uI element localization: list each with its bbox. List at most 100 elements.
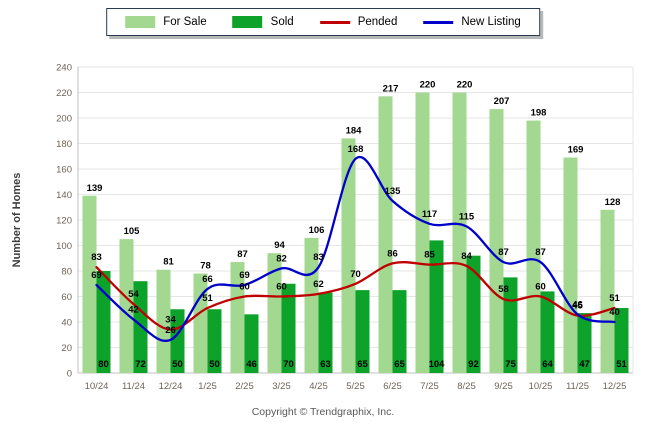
x-tick-label: 7/25 [420, 381, 439, 392]
sold-value-label: 50 [209, 359, 220, 370]
sold-value-label: 65 [394, 359, 405, 370]
y-axis-title: Number of Homes [11, 173, 23, 268]
bar-for-sale [489, 109, 504, 373]
pended-line-swatch-icon [319, 20, 350, 24]
bar-sold [466, 255, 481, 373]
pended-value-label: 34 [165, 315, 176, 326]
bar-for-sale [230, 262, 245, 373]
bar-for-sale [341, 138, 356, 373]
for-sale-value-label: 94 [274, 240, 285, 251]
new-listing-value-label: 69 [91, 270, 102, 281]
for-sale-value-label: 220 [420, 80, 436, 91]
x-tick-label: 12/25 [603, 381, 627, 392]
y-tick-label: 0 [67, 369, 72, 380]
bar-sold [318, 292, 333, 373]
new-listing-value-label: 168 [348, 144, 364, 155]
legend-label-new-listing: New Listing [461, 16, 521, 28]
bar-sold [614, 307, 629, 373]
chart-legend: For Sale Sold Pended New Listing [106, 8, 540, 36]
y-tick-label: 60 [61, 292, 72, 303]
y-tick-label: 240 [56, 63, 72, 74]
y-tick-label: 220 [56, 88, 72, 99]
copyright-text: Copyright © Trendgraphix, Inc. [251, 406, 395, 418]
bar-sold [540, 291, 555, 373]
for-sale-value-label: 106 [309, 225, 325, 236]
bar-sold [429, 240, 444, 373]
bar-for-sale [267, 253, 282, 373]
pended-value-label: 51 [609, 293, 620, 304]
x-tick-label: 1/25 [198, 381, 217, 392]
y-tick-label: 40 [61, 318, 72, 329]
legend-label-sold: Sold [270, 16, 294, 28]
x-tick-label: 2/25 [235, 381, 254, 392]
y-tick-label: 20 [61, 343, 72, 354]
new-listing-line-swatch-icon [423, 20, 454, 24]
sold-value-label: 104 [429, 359, 446, 370]
pended-value-label: 54 [128, 289, 139, 300]
sold-value-label: 63 [320, 359, 331, 370]
bar-for-sale [563, 157, 578, 373]
for-sale-swatch-icon [125, 16, 156, 28]
new-listing-value-label: 46 [572, 299, 583, 310]
x-tick-label: 11/25 [566, 381, 589, 392]
new-listing-value-label: 69 [239, 270, 250, 281]
y-tick-label: 160 [56, 165, 72, 176]
new-listing-value-label: 135 [385, 186, 402, 197]
legend-item-pended: Pended [319, 16, 397, 28]
for-sale-value-label: 128 [605, 197, 621, 208]
bar-sold [281, 283, 296, 373]
sold-value-label: 75 [505, 359, 516, 370]
pended-value-label: 62 [313, 279, 324, 290]
x-tick-label: 11/24 [122, 381, 145, 392]
pended-value-label: 60 [239, 282, 250, 293]
y-tick-label: 80 [61, 267, 72, 278]
x-tick-label: 10/25 [529, 381, 553, 392]
sold-value-label: 92 [468, 359, 479, 370]
pended-value-label: 58 [498, 284, 509, 295]
new-listing-value-label: 26 [165, 325, 176, 336]
pended-value-label: 70 [350, 269, 361, 280]
bar-sold [244, 314, 259, 373]
y-tick-label: 180 [56, 139, 72, 150]
bar-sold [133, 281, 148, 373]
for-sale-value-label: 169 [568, 145, 584, 156]
new-listing-value-label: 66 [202, 274, 213, 285]
bar-sold [392, 290, 407, 373]
sold-value-label: 64 [542, 359, 553, 370]
bar-sold [170, 309, 185, 373]
new-listing-line [95, 155, 616, 342]
y-tick-label: 120 [56, 216, 72, 227]
bar-for-sale [119, 239, 134, 373]
new-listing-value-label: 42 [128, 304, 139, 315]
sold-value-label: 72 [135, 359, 146, 370]
for-sale-value-label: 217 [383, 83, 399, 94]
pended-value-label: 51 [202, 293, 213, 304]
sold-value-label: 50 [172, 359, 183, 370]
new-listing-value-label: 40 [609, 307, 620, 318]
pended-value-label: 84 [461, 251, 472, 262]
bar-sold [355, 290, 370, 373]
bar-for-sale [600, 209, 615, 373]
x-tick-label: 12/24 [159, 381, 183, 392]
for-sale-value-label: 81 [163, 257, 174, 268]
new-listing-value-label: 115 [459, 211, 475, 222]
for-sale-value-label: 87 [237, 249, 248, 260]
x-tick-label: 5/25 [346, 381, 365, 392]
for-sale-value-label: 207 [494, 96, 510, 107]
sold-value-label: 65 [357, 359, 368, 370]
y-tick-label: 100 [56, 241, 72, 252]
bar-for-sale [156, 269, 171, 373]
x-tick-label: 6/25 [383, 381, 402, 392]
for-sale-value-label: 139 [87, 183, 103, 194]
sold-value-label: 46 [246, 359, 257, 370]
y-tick-label: 200 [56, 114, 72, 125]
x-tick-label: 8/25 [457, 381, 476, 392]
for-sale-value-label: 220 [457, 80, 473, 91]
legend-item-for-sale: For Sale [125, 16, 207, 28]
x-tick-label: 3/25 [272, 381, 291, 392]
bar-for-sale [82, 195, 97, 373]
pended-line [95, 261, 616, 331]
sold-swatch-icon [232, 16, 263, 28]
